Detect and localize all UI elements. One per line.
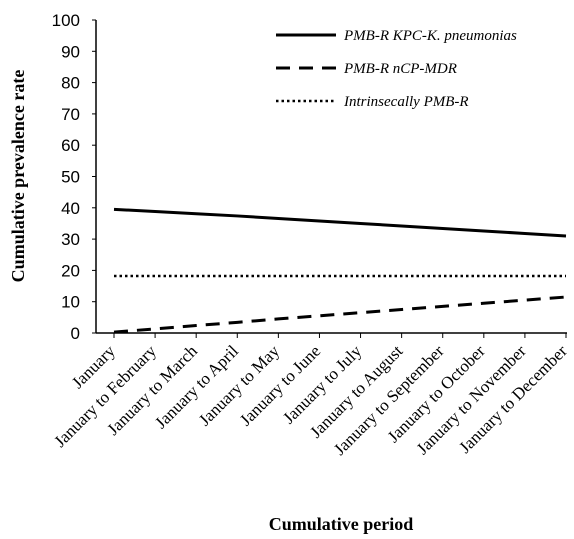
y-tick-label: 70 (61, 105, 80, 124)
series-lines (113, 207, 567, 334)
legend-label-3: Intrinsecally PMB-R (343, 94, 469, 110)
y-tick-label: 30 (61, 230, 80, 249)
x-axis-title: Cumulative period (269, 514, 414, 534)
y-tick-label: 0 (71, 324, 80, 343)
y-tick-label: 90 (61, 42, 80, 61)
legend-label-2: PMB-R nCP-MDR (343, 61, 457, 77)
series-line-2 (113, 295, 567, 334)
y-tick-label: 100 (52, 11, 80, 30)
y-tick-label: 50 (61, 168, 80, 187)
y-axis-title: Cumulative prevalence rate (8, 70, 28, 283)
y-tick-label: 20 (61, 261, 80, 280)
series-line-1 (113, 207, 567, 238)
legend-label-1: PMB-R KPC-K. pneumonias (343, 28, 517, 44)
y-tick-label: 10 (61, 293, 80, 312)
y-tick-label: 40 (61, 199, 80, 218)
y-tick-labels: 0 10 20 30 40 50 60 70 80 90 100 (52, 11, 96, 343)
y-tick-label: 80 (61, 74, 80, 93)
legend: PMB-R KPC-K. pneumonias PMB-R nCP-MDR Intr… (276, 28, 517, 110)
y-tick-label: 60 (61, 136, 80, 155)
